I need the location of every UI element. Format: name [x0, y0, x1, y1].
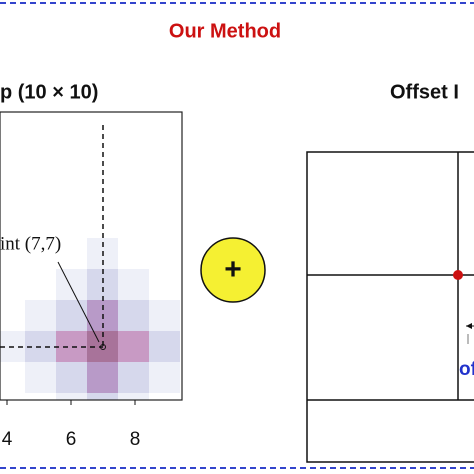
heatmap-cell	[56, 362, 87, 393]
x-tick-label: 6	[66, 429, 77, 450]
heatmap-cell	[56, 393, 87, 400]
offset-note: of	[459, 359, 474, 380]
heatmap-cell	[56, 269, 87, 300]
heatmap-cell	[25, 362, 56, 393]
heatmap-cell	[149, 300, 180, 331]
heatmap-cell	[56, 300, 87, 331]
point-label: int (7,7)	[0, 233, 61, 254]
title: Our Method	[169, 20, 281, 42]
plus-symbol: +	[224, 253, 242, 286]
heatmap-cell	[118, 300, 149, 331]
heatmap-cell	[149, 331, 180, 362]
heatmap-cell	[25, 300, 56, 331]
offset-point	[453, 270, 463, 280]
plus-circle	[200, 237, 266, 303]
heatmap-cell	[118, 269, 149, 300]
offset-title: Offset I	[390, 81, 459, 103]
offset-map: of	[306, 151, 474, 463]
heatmap-cell	[118, 362, 149, 393]
x-tick-label: 4	[2, 429, 13, 450]
heatmap-cell	[87, 393, 118, 400]
heatmap-cell	[87, 362, 118, 393]
heatmap-cell	[118, 331, 149, 362]
heatmap-title: p (10 × 10)	[0, 81, 98, 103]
pointer-line	[57, 261, 100, 343]
heatmap-frame	[0, 111, 183, 401]
heatmap-cell	[149, 362, 180, 393]
heatmap-cell	[118, 393, 149, 400]
heatmap-cell	[87, 269, 118, 300]
x-tick-label: 8	[130, 429, 141, 450]
heatmap: int (7,7) 4 6 8	[0, 111, 183, 450]
offset-arrowhead	[466, 323, 472, 329]
point	[100, 344, 106, 350]
offset-frame	[306, 151, 474, 463]
